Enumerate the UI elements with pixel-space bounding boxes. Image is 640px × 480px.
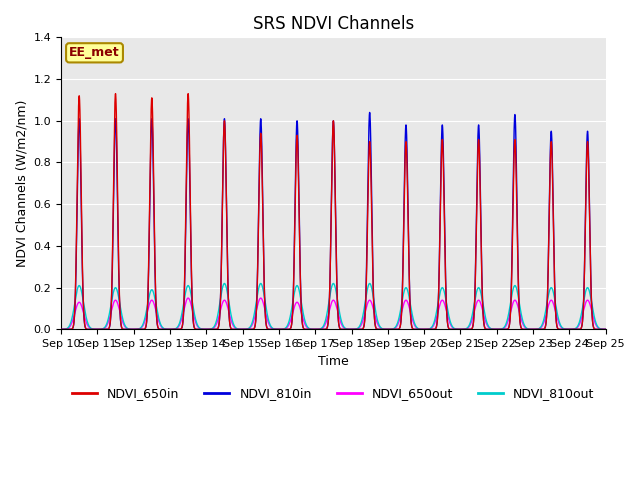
- Legend: NDVI_650in, NDVI_810in, NDVI_650out, NDVI_810out: NDVI_650in, NDVI_810in, NDVI_650out, NDV…: [67, 382, 600, 405]
- X-axis label: Time: Time: [318, 355, 349, 368]
- Text: EE_met: EE_met: [69, 46, 120, 60]
- Title: SRS NDVI Channels: SRS NDVI Channels: [253, 15, 414, 33]
- Y-axis label: NDVI Channels (W/m2/nm): NDVI Channels (W/m2/nm): [15, 100, 28, 267]
